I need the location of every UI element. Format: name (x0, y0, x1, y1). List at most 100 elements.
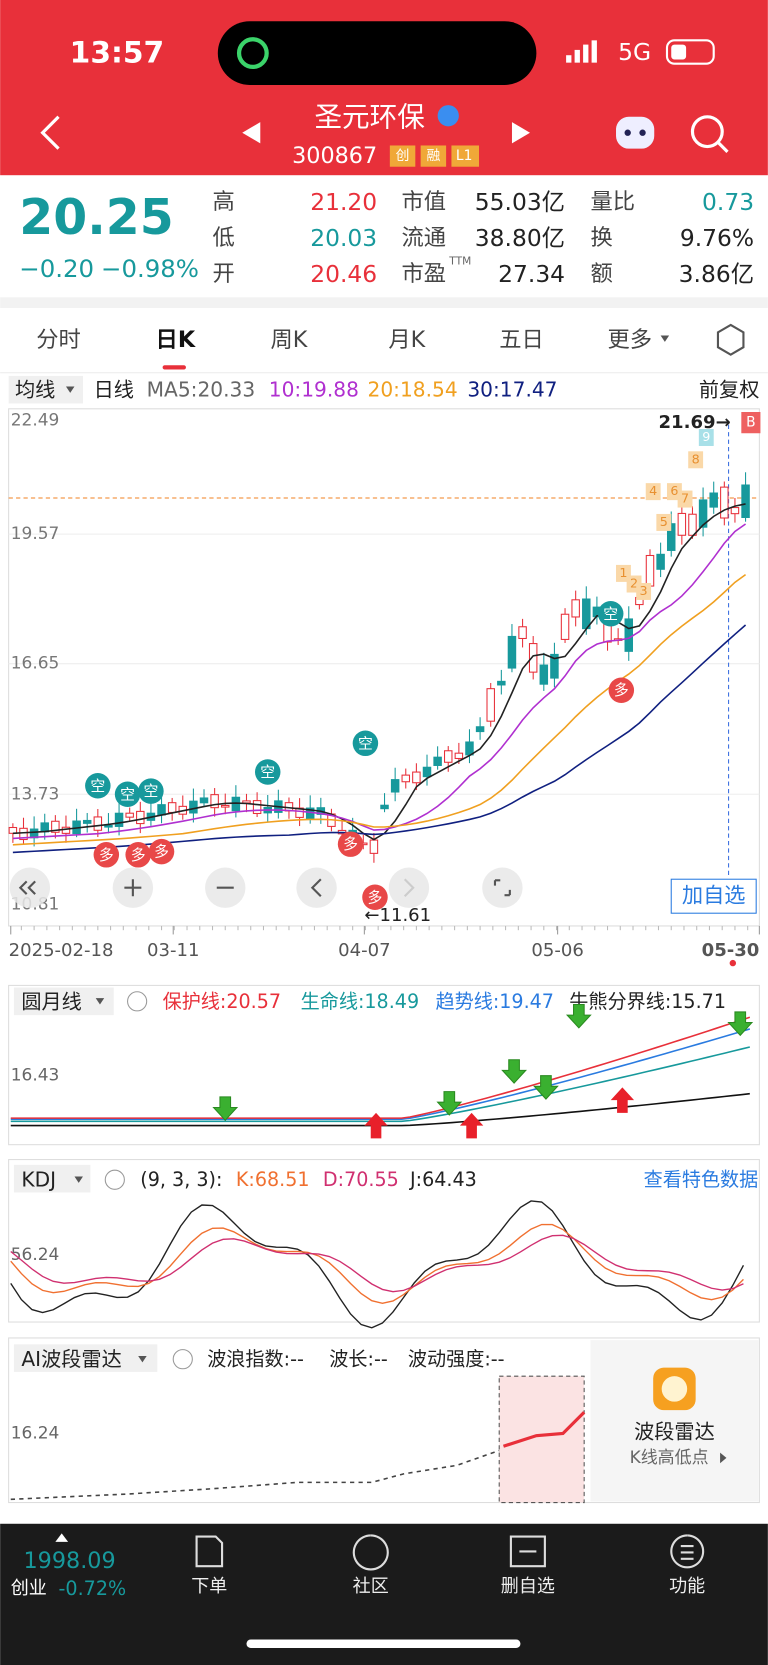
down-arrow (501, 1059, 527, 1084)
add-button[interactable] (670, 878, 757, 914)
nav-icon (509, 1535, 546, 1568)
y-tick-label: 13.73 (11, 784, 60, 804)
body (221, 804, 230, 808)
settings[interactable] (716, 323, 745, 356)
long-label: 多 (343, 835, 358, 853)
nav-icon (670, 1534, 705, 1569)
tab[interactable]: 月K (388, 327, 426, 353)
up-arrow (459, 1112, 484, 1139)
date: 03-11 (147, 940, 199, 961)
field-value: 0.73 (702, 188, 754, 216)
tab[interactable]: 更多 (608, 327, 653, 353)
kdj-link[interactable]: 查看特色数据 (644, 1168, 759, 1191)
down-arrow (727, 1011, 754, 1037)
highlight (498, 1375, 585, 1504)
back[interactable] (40, 115, 60, 150)
nav-label[interactable]: 下单 (191, 1576, 227, 1597)
body (497, 680, 506, 686)
badge: L1 (456, 148, 472, 164)
up-arrow (610, 1087, 635, 1113)
tab[interactable]: 分时 (36, 327, 81, 353)
short-signal (138, 778, 164, 804)
ma-5: MA5:20.33 (147, 378, 256, 402)
long-label: 多 (131, 846, 146, 864)
tab[interactable]: 周K (271, 327, 309, 353)
long-signal (362, 884, 388, 911)
field-value: 27.34 (498, 260, 565, 288)
badge: 创 (396, 148, 410, 164)
body (157, 804, 166, 816)
body (380, 804, 389, 810)
body (698, 499, 708, 528)
control-icon (124, 879, 142, 897)
nav-icon (195, 1535, 224, 1568)
yuanyue-name[interactable]: 圆月线 (21, 989, 81, 1013)
badge: 融 (426, 148, 440, 164)
control[interactable] (482, 867, 523, 908)
body (507, 635, 517, 669)
promo[interactable] (590, 1340, 759, 1502)
ma-30: 30:17.47 (467, 378, 557, 402)
date: 04-07 (338, 940, 390, 961)
short-label: 空 (143, 782, 158, 800)
control-icon (310, 878, 322, 897)
ma-line (12, 503, 746, 841)
ma-10: 10:19.88 (269, 378, 359, 402)
field-value: 9.76% (680, 224, 754, 252)
body (539, 664, 549, 685)
body (412, 771, 421, 784)
battery (665, 39, 715, 65)
kdj-j: J:64.43 (409, 1168, 477, 1191)
body (486, 688, 495, 722)
body (104, 824, 113, 828)
body (136, 810, 145, 825)
field-label: 流通 (402, 225, 447, 251)
short-signal (352, 730, 379, 757)
kdj-name[interactable]: KDJ (21, 1168, 56, 1192)
body (189, 800, 198, 814)
badge-bg (389, 145, 416, 167)
high-marker: 21.69→ (658, 412, 730, 433)
network: 5G (618, 38, 651, 66)
robot[interactable] (616, 116, 655, 149)
field-value: 38.80亿 (475, 224, 565, 252)
index-name: 创业 (11, 1578, 47, 1599)
nav-label[interactable]: 删自选 (501, 1576, 555, 1597)
down-arrow (565, 1003, 592, 1029)
tab[interactable]: 日K (156, 327, 196, 353)
control[interactable] (296, 867, 337, 908)
nav-label[interactable]: 功能 (669, 1576, 705, 1597)
prev[interactable] (242, 122, 261, 144)
battery-level (671, 44, 687, 60)
control-icon (18, 880, 36, 895)
long-label: 多 (154, 843, 169, 861)
body (709, 492, 718, 508)
y-tick: 16.24 (11, 1424, 60, 1444)
ai-name[interactable]: AI波段雷达 (21, 1347, 121, 1371)
search[interactable] (690, 115, 724, 149)
body (443, 750, 453, 763)
marker: 2 (630, 577, 638, 592)
nav-icon (352, 1534, 389, 1571)
yy-red (10, 1016, 751, 1119)
buy: B (746, 415, 755, 431)
body (475, 726, 485, 733)
control[interactable] (388, 867, 430, 908)
marker: 9 (702, 430, 710, 445)
ma-line (12, 523, 747, 840)
adjust[interactable]: 前复权 (699, 378, 759, 402)
tab[interactable]: 五日 (499, 327, 544, 353)
y-tick: 56.24 (11, 1245, 60, 1265)
yy-line: 保护线:20.57 (163, 990, 281, 1013)
up-arrow (364, 1112, 388, 1139)
body (550, 653, 559, 679)
nav-label[interactable]: 社区 (353, 1576, 389, 1597)
buy-bg (741, 412, 761, 434)
marker-bg (636, 582, 652, 600)
divider (0, 297, 768, 308)
marker-bg (656, 513, 672, 531)
stock-name: 圣元环保 (314, 100, 425, 133)
body (199, 797, 209, 804)
body (390, 779, 400, 793)
next[interactable] (511, 122, 531, 144)
